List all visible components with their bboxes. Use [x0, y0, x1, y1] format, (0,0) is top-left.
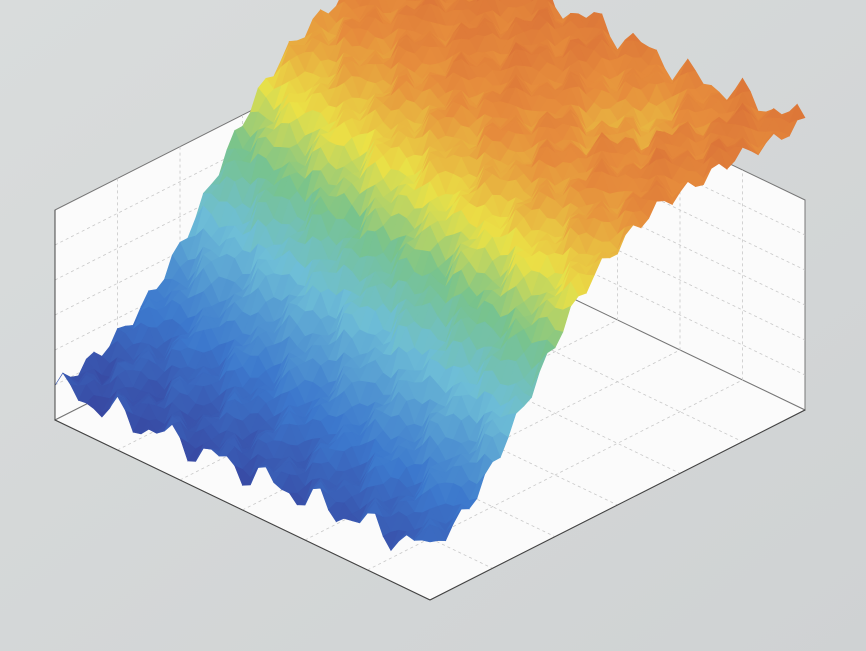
grid-line	[367, 170, 743, 571]
surface-patch	[421, 523, 439, 543]
surface	[54, 0, 806, 552]
axis-x	[54, 419, 431, 601]
axis-y	[429, 409, 806, 601]
